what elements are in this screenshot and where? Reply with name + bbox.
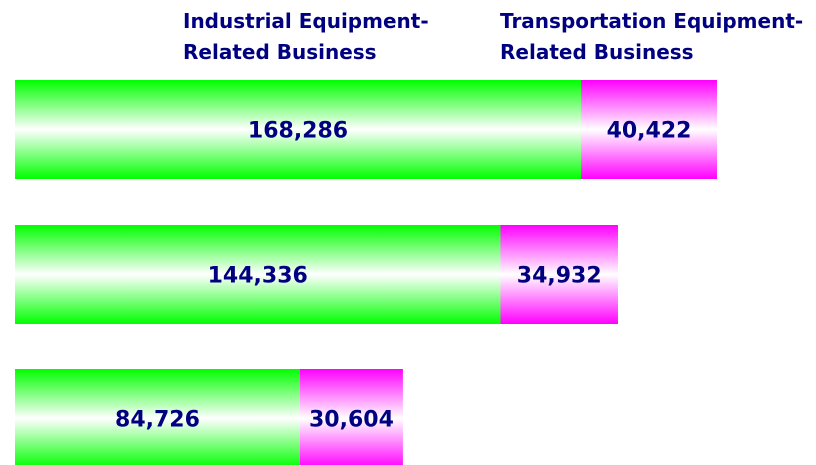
bar-segment: [581, 80, 717, 179]
data-label: 40,422: [607, 119, 692, 144]
legend-label: Industrial Equipment- Related Business: [183, 9, 429, 64]
data-label: 84,726: [115, 408, 200, 433]
bar-segment: [500, 225, 618, 324]
data-label: 168,286: [248, 119, 348, 144]
legend-label: Transportation Equipment- Related Busine…: [500, 9, 804, 64]
bar-segment: [15, 369, 300, 465]
bar-segment: [15, 225, 501, 324]
bar-segment: [15, 80, 582, 179]
bar-segment: [299, 369, 403, 465]
data-label: 34,932: [517, 264, 602, 289]
data-label: 144,336: [208, 264, 308, 289]
data-label: 30,604: [309, 408, 394, 433]
